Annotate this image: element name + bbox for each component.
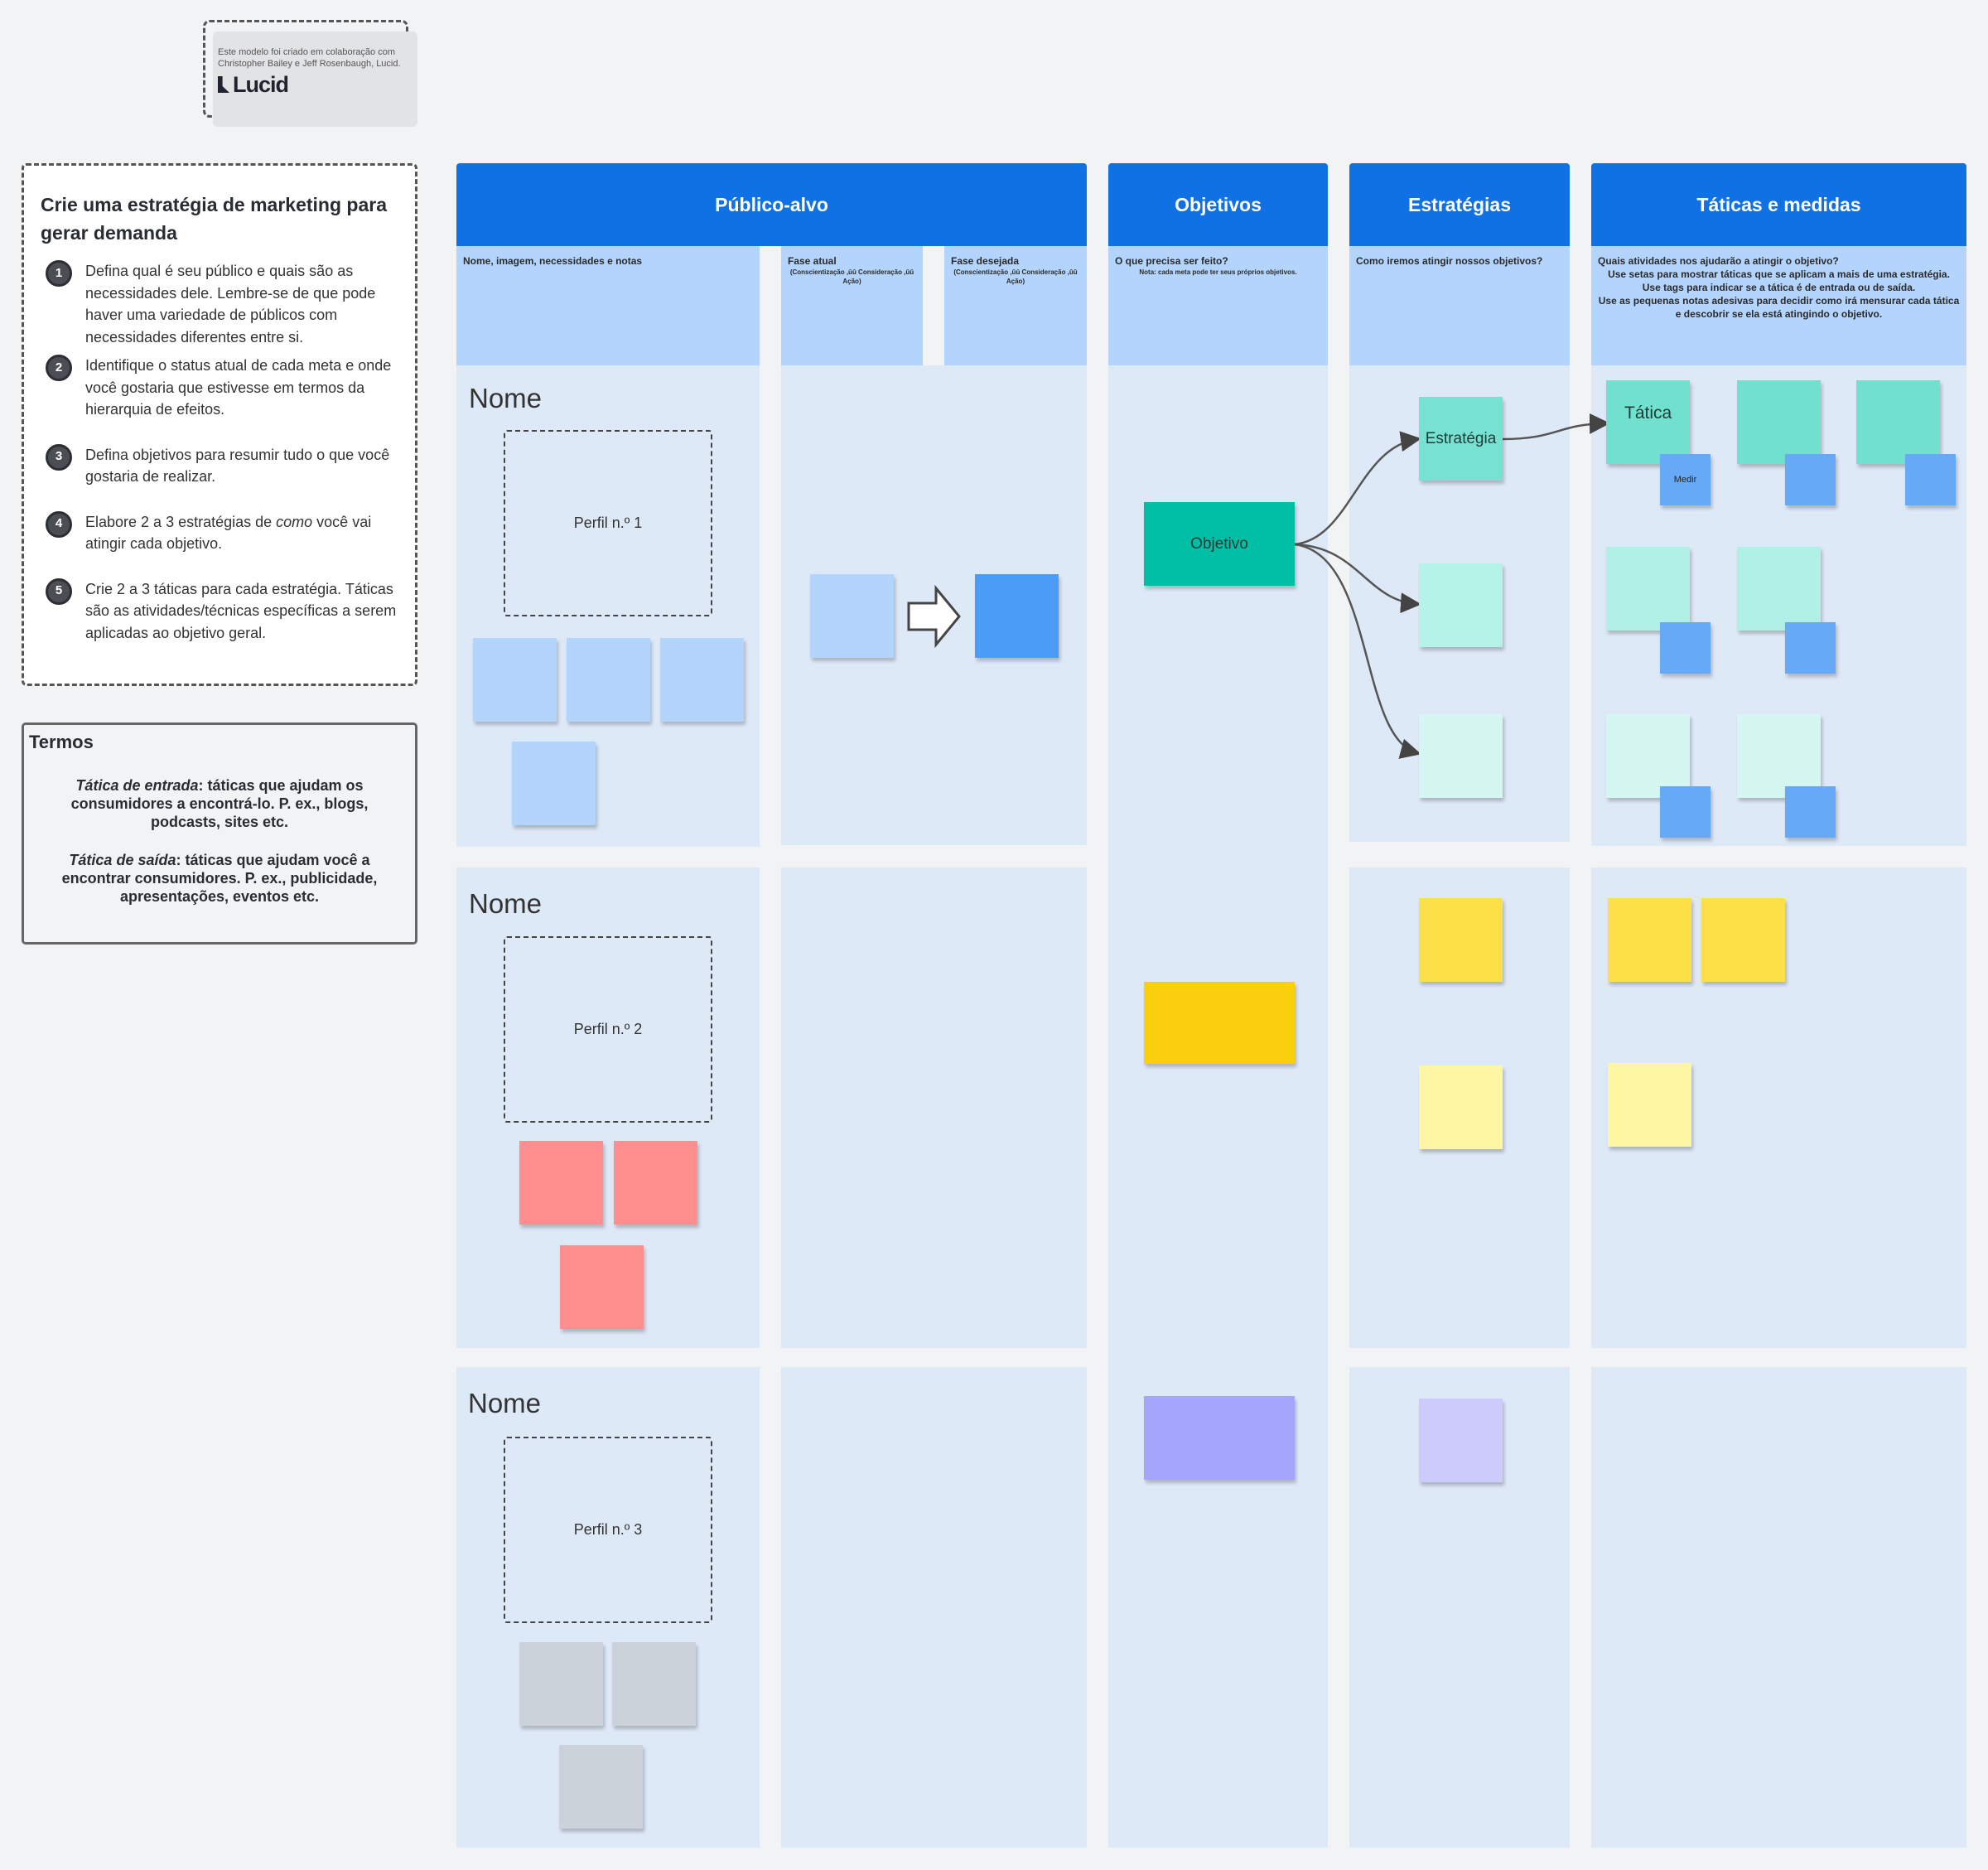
tactic-sticky[interactable] <box>1737 714 1821 798</box>
sticky-note[interactable] <box>614 1141 697 1225</box>
objective-sticky[interactable] <box>1144 1396 1295 1480</box>
tactic-sticky[interactable] <box>1701 898 1785 982</box>
profile-image-2[interactable]: Perfil n.º 2 <box>504 936 712 1123</box>
sticky-note[interactable] <box>473 638 557 722</box>
connector-objective-strategy-1 <box>1294 431 1421 546</box>
sticky-note[interactable] <box>559 1745 643 1829</box>
tactic-sticky[interactable] <box>1608 1063 1691 1147</box>
measure-sticky[interactable]: Medir <box>1660 454 1711 505</box>
header-tactics: Táticas e medidas <box>1591 163 1966 246</box>
strategy-sticky[interactable]: Estratégia <box>1419 397 1503 481</box>
measure-sticky[interactable] <box>1905 454 1956 505</box>
tactic-sticky[interactable]: Tática <box>1606 380 1690 464</box>
sub-tactics: Quais atividades nos ajudarão a atingir … <box>1591 246 1966 365</box>
lucid-logo: Lucid <box>218 74 409 96</box>
objective-sticky[interactable]: Objetivo <box>1144 502 1295 586</box>
sticky-note[interactable] <box>612 1642 696 1726</box>
current-phase-sticky[interactable] <box>810 574 894 658</box>
header-objectives: Objetivos <box>1108 163 1328 246</box>
step-2: 2 Identifique o status atual de cada meta… <box>41 355 398 421</box>
connector-objective-strategy-2 <box>1294 543 1421 614</box>
header-strategies: Estratégias <box>1349 163 1570 246</box>
header-audience: Público-alvo <box>456 163 1087 246</box>
step-3: 3 Defina objetivos para resumir tudo o qu… <box>41 443 398 488</box>
terms-title: Termos <box>29 732 94 752</box>
measure-sticky[interactable] <box>1785 622 1836 674</box>
step-1: 1 Defina qual é seu público e quais são a… <box>41 260 398 348</box>
lane-phase-3 <box>781 1367 1087 1848</box>
lane-tactics-3 <box>1591 1367 1966 1848</box>
instructions-panel: Crie uma estratégia de marketing para ge… <box>22 163 417 686</box>
strategy-sticky[interactable] <box>1419 1399 1503 1482</box>
measure-sticky[interactable] <box>1660 622 1711 674</box>
connector-strategy-tactic <box>1502 413 1610 441</box>
audience-name-3[interactable]: Nome <box>468 1388 542 1418</box>
sub-current-phase: Fase atual (Conscientização ,ûû Considera… <box>781 246 923 365</box>
audience-name-1[interactable]: Nome <box>469 383 543 413</box>
lane-objectives <box>1108 365 1328 1848</box>
sticky-note[interactable] <box>512 742 596 825</box>
connector-objective-strategy-3 <box>1294 543 1421 759</box>
audience-name-2[interactable]: Nome <box>469 888 543 919</box>
sub-strategies: Como iremos atingir nossos objetivos? <box>1349 246 1570 365</box>
credit-text: Este modelo foi criado em colaboração co… <box>218 47 401 69</box>
step-5: 5 Crie 2 a 3 táticas para cada estratégia… <box>41 577 398 645</box>
sticky-note[interactable] <box>560 1245 644 1329</box>
arrow-right-icon <box>907 585 961 648</box>
tactic-sticky[interactable] <box>1606 714 1690 798</box>
sticky-note[interactable] <box>519 1141 603 1225</box>
tactic-sticky[interactable] <box>1737 547 1821 631</box>
strategy-sticky[interactable] <box>1419 563 1503 647</box>
strategy-sticky[interactable] <box>1419 714 1503 798</box>
lane-audience-1 <box>456 365 760 847</box>
measure-sticky[interactable] <box>1785 454 1836 505</box>
measure-sticky[interactable] <box>1785 786 1836 838</box>
lane-phase-2 <box>781 867 1087 1348</box>
strategy-sticky[interactable] <box>1419 898 1503 982</box>
sticky-note[interactable] <box>660 638 744 722</box>
profile-image-3[interactable]: Perfil n.º 3 <box>504 1437 712 1623</box>
exit-tactic-definition: Tática de saída: táticas que ajudam você… <box>61 852 378 905</box>
sticky-note[interactable] <box>567 638 650 722</box>
tactic-sticky[interactable] <box>1737 380 1821 464</box>
tactic-sticky[interactable] <box>1856 380 1940 464</box>
objective-sticky[interactable] <box>1144 982 1295 1064</box>
tactic-sticky[interactable] <box>1606 547 1690 631</box>
step-4: 4 Elabore 2 a 3 estratégias de como você … <box>41 510 398 555</box>
strategy-sticky[interactable] <box>1419 1065 1503 1149</box>
sticky-note[interactable] <box>519 1642 603 1726</box>
instructions-title: Crie uma estratégia de marketing para ge… <box>41 194 387 244</box>
terms-panel: Termos Tática de entrada: táticas que aj… <box>22 722 417 945</box>
sub-notes: Nome, imagem, necessidades e notas <box>456 246 760 365</box>
entry-tactic-definition: Tática de entrada: táticas que ajudam os… <box>70 777 369 830</box>
tactic-sticky[interactable] <box>1608 898 1691 982</box>
profile-image-1[interactable]: Perfil n.º 1 <box>504 430 712 616</box>
measure-sticky[interactable] <box>1660 786 1711 838</box>
desired-phase-sticky[interactable] <box>975 574 1059 658</box>
sub-objectives: O que precisa ser feito? Nota: cada meta … <box>1108 246 1328 365</box>
credit-card: Este modelo foi criado em colaboração co… <box>213 31 417 127</box>
sub-desired-phase: Fase desejada (Conscientização ,ûû Consid… <box>944 246 1087 365</box>
